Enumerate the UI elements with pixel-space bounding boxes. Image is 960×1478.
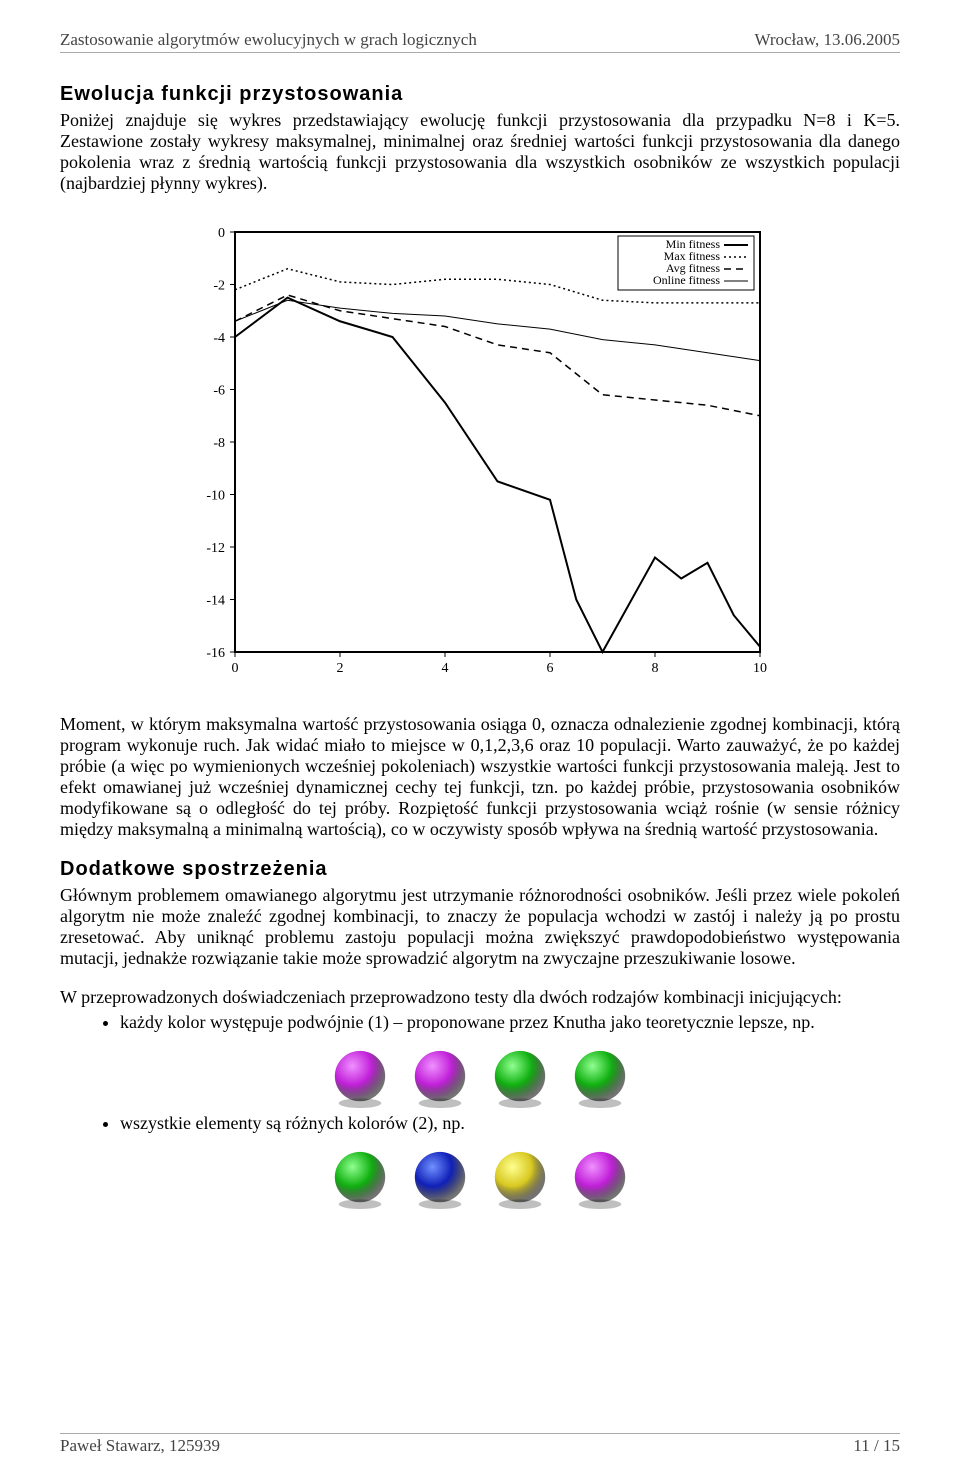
svg-text:0: 0 <box>232 661 239 676</box>
svg-text:-16: -16 <box>206 646 225 661</box>
section1-title: Ewolucja funkcji przystosowania <box>60 83 900 106</box>
footer-left: Paweł Stawarz, 125939 <box>60 1436 220 1456</box>
svg-text:-10: -10 <box>206 489 225 504</box>
sphere-row-2 <box>60 1148 900 1210</box>
bullet-2: wszystkie elementy są różnych kolorów (2… <box>120 1113 900 1134</box>
color-sphere <box>329 1148 391 1210</box>
svg-text:8: 8 <box>652 661 659 676</box>
svg-text:-12: -12 <box>206 541 225 556</box>
section2-title: Dodatkowe spostrzeżenia <box>60 858 900 881</box>
color-sphere <box>409 1148 471 1210</box>
svg-text:2: 2 <box>337 661 344 676</box>
svg-text:-4: -4 <box>213 331 225 346</box>
color-sphere <box>569 1047 631 1109</box>
fitness-chart: 0246810-16-14-12-10-8-6-4-20Min fitnessM… <box>180 212 780 692</box>
svg-text:-2: -2 <box>213 279 225 294</box>
header-left: Zastosowanie algorytmów ewolucyjnych w g… <box>60 30 477 50</box>
svg-text:10: 10 <box>753 661 767 676</box>
header-right: Wrocław, 13.06.2005 <box>754 30 900 50</box>
svg-text:-8: -8 <box>213 436 225 451</box>
bullet-1: każdy kolor występuje podwójnie (1) – pr… <box>120 1012 900 1033</box>
svg-text:0: 0 <box>218 226 225 241</box>
svg-text:-6: -6 <box>213 384 225 399</box>
section2-paragraph2: W przeprowadzonych doświadczeniach przep… <box>60 987 900 1008</box>
svg-text:-14: -14 <box>206 594 225 609</box>
footer-right: 11 / 15 <box>853 1436 900 1456</box>
svg-text:Online fitness: Online fitness <box>653 273 720 287</box>
color-sphere <box>489 1148 551 1210</box>
svg-text:6: 6 <box>547 661 554 676</box>
section1-paragraph-after: Moment, w którym maksymalna wartość przy… <box>60 714 900 840</box>
color-sphere <box>329 1047 391 1109</box>
section2-paragraph1: Głównym problemem omawianego algorytmu j… <box>60 885 900 969</box>
color-sphere <box>489 1047 551 1109</box>
color-sphere <box>409 1047 471 1109</box>
color-sphere <box>569 1148 631 1210</box>
section1-paragraph: Poniżej znajduje się wykres przedstawiaj… <box>60 110 900 194</box>
sphere-row-1 <box>60 1047 900 1109</box>
svg-text:4: 4 <box>442 661 449 676</box>
